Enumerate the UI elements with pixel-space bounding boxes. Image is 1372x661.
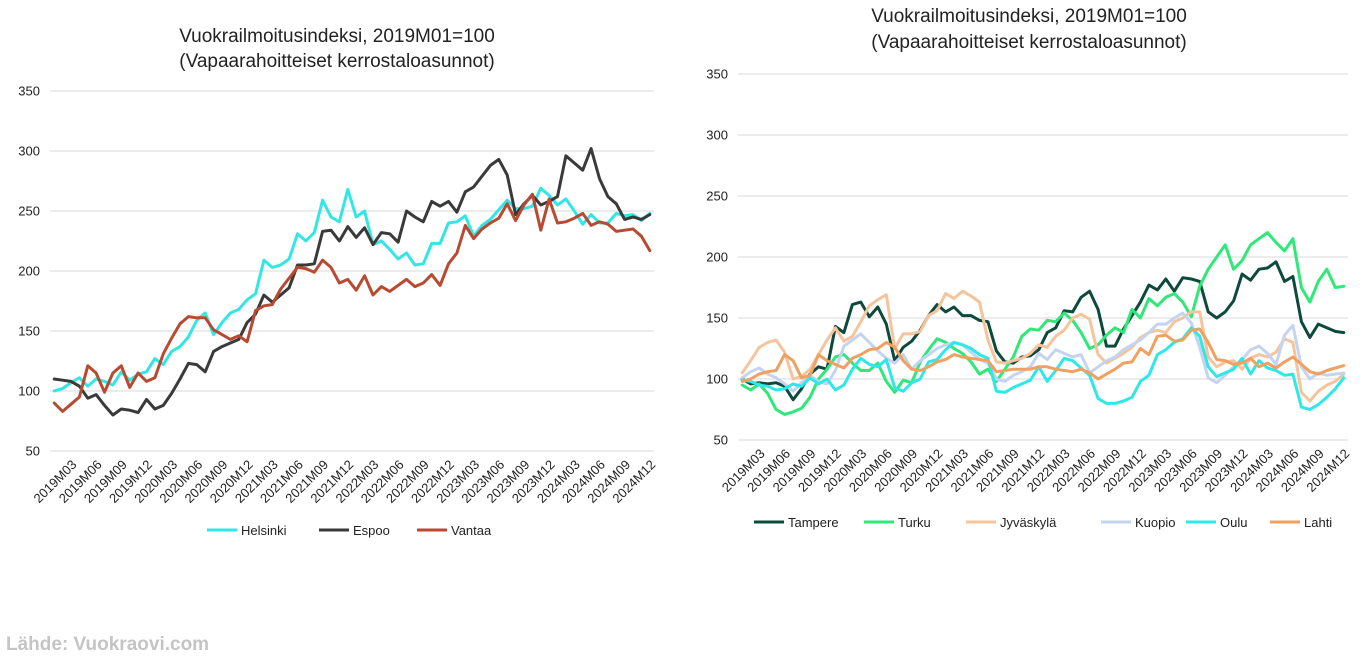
- y-tick-label: 50: [714, 433, 728, 448]
- chart-title-line: (Vapaarahoitteiset kerrostaloasunnot): [179, 51, 494, 72]
- y-tick-label: 100: [18, 384, 40, 399]
- y-tick-label: 100: [706, 372, 728, 387]
- legend-label: Vantaa: [451, 523, 492, 538]
- y-tick-label: 300: [18, 144, 40, 159]
- chart-title-line: Vuokrailmoitusindeksi, 2019M01=100: [179, 26, 495, 47]
- y-tick-label: 350: [706, 67, 728, 82]
- y-tick-label: 250: [706, 189, 728, 204]
- y-tick-label: 150: [706, 311, 728, 326]
- legend-label: Turku: [898, 515, 931, 530]
- chart-title-line: (Vapaarahoitteiset kerrostaloasunnot): [871, 32, 1186, 53]
- y-tick-label: 300: [706, 128, 728, 143]
- source-label: Lähde: Vuokraovi.com: [6, 634, 210, 655]
- y-tick-label: 200: [706, 250, 728, 265]
- legend-label: Tampere: [788, 515, 839, 530]
- series-line-helsinki: [52, 186, 652, 393]
- y-tick-label: 150: [18, 324, 40, 339]
- series-line-jyväskylä: [740, 289, 1346, 403]
- series-line-lahti: [740, 327, 1346, 383]
- y-tick-label: 50: [26, 444, 40, 459]
- legend-label: Espoo: [353, 523, 390, 538]
- chart-title-line: Vuokrailmoitusindeksi, 2019M01=100: [871, 6, 1187, 27]
- y-tick-label: 350: [18, 84, 40, 99]
- legend-label: Kuopio: [1135, 515, 1175, 530]
- legend-label: Helsinki: [241, 523, 287, 538]
- legend-label: Oulu: [1220, 515, 1247, 530]
- series-line-vantaa: [52, 192, 652, 413]
- series-line-espoo: [52, 147, 652, 417]
- legend-label: Lahti: [1304, 515, 1332, 530]
- y-tick-label: 200: [18, 264, 40, 279]
- series-line-tampere: [740, 260, 1346, 402]
- series-line-turku: [740, 231, 1346, 416]
- y-tick-label: 250: [18, 204, 40, 219]
- legend-label: Jyväskylä: [1000, 515, 1057, 530]
